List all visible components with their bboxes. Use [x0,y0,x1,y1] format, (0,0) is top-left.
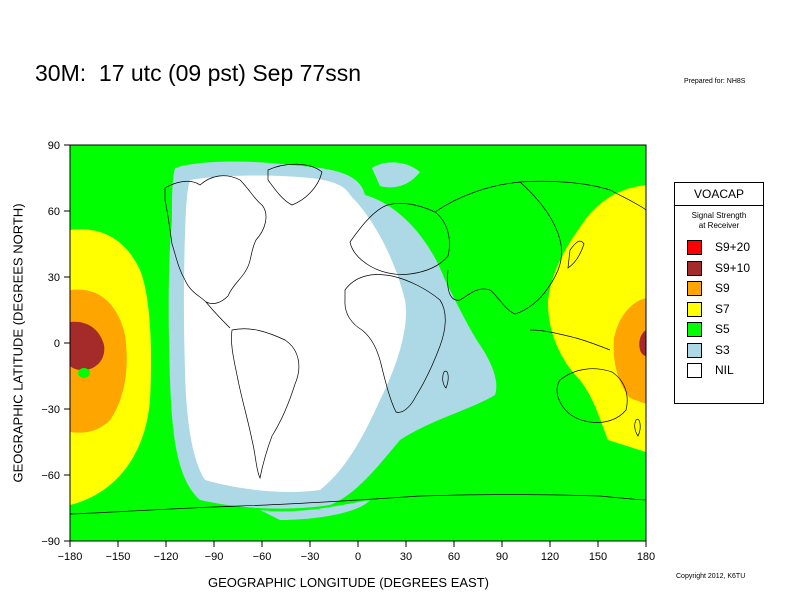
y-tick-label: 90 [48,140,60,152]
coastline-antarctica [69,494,647,515]
x-tick-label: −180 [58,551,83,563]
legend: VOACAP Signal Strength at Receiver S9+20… [674,182,764,404]
y-tick-label: 0 [54,338,60,350]
y-tick-labels: 90 60 30 0 −30 −60 −90 [41,140,60,548]
x-tick-label: 150 [589,551,607,563]
x-tick-labels: −180 −150 −120 −90 −60 −30 0 30 60 90 12… [58,551,656,563]
coastline-south-america [231,328,300,480]
legend-swatch [687,240,702,255]
coastline-greenland [267,163,323,206]
x-tick-label: 180 [637,551,655,563]
x-tick-label: −60 [253,551,272,563]
legend-title: VOACAP [675,183,763,206]
x-axis-label: GEOGRAPHIC LONGITUDE (DEGREES EAST) [208,575,489,590]
y-tick-label: −90 [41,536,60,548]
legend-swatch [687,281,702,296]
legend-subtitle: Signal Strength at Receiver [675,211,763,237]
map-title: 30M: 17 utc (09 pst) Sep 77ssn [35,60,362,86]
s9plus10-region-east-pacific [639,330,646,356]
y-tick-label: 60 [48,206,60,218]
prepared-for-note: Prepared for: NH8S [684,78,746,85]
coastline-japan [567,240,585,269]
coastline-north-america [164,175,267,304]
legend-label: NIL [715,363,734,377]
legend-item-s9plus10: S9+10 [675,258,763,279]
s3-region-arctic-north [372,162,420,188]
coastline-central-america [205,301,231,329]
x-tick-label: −150 [106,551,131,563]
legend-item-nil: NIL [675,360,763,381]
legend-label: S9+10 [715,260,751,275]
y-tick-label: −60 [41,470,60,482]
coastline-madagascar [442,370,449,389]
coastline-asia [434,180,647,315]
coastline-europe [349,203,450,275]
coverage-layers [70,145,646,541]
legend-item-s9plus20: S9+20 [675,237,763,258]
x-tick-label: 120 [541,551,559,563]
y-tick-label: 30 [48,272,60,284]
coastline-new-zealand [634,418,641,437]
legend-subtitle-line2: at Receiver [698,221,740,230]
x-tick-label: −90 [205,551,224,563]
legend-swatch [687,342,702,358]
y-axis-ticks [64,144,70,542]
legend-label: S9+20 [715,240,751,254]
coastline-indonesia [529,329,611,351]
legend-swatch [687,322,702,337]
coastlines [69,163,647,515]
s5-spot-pacific [78,368,90,378]
legend-item-s9: S9 [675,278,763,299]
copyright-note: Copyright 2012, K6TU [676,573,746,580]
x-tick-label: −30 [301,551,320,563]
legend-item-s7: S7 [675,299,763,320]
legend-label: S7 [715,301,730,316]
x-tick-label: 30 [400,551,412,563]
legend-swatch [687,260,702,276]
s3-region-southern-ocean [260,500,370,520]
legend-swatch [687,363,702,378]
legend-subtitle-line1: Signal Strength [691,211,747,220]
legend-item-s3: S3 [675,340,763,361]
x-tick-label: 0 [355,551,361,563]
legend-swatch [687,301,702,317]
nil-region [183,175,406,492]
x-tick-label: 60 [448,551,460,563]
s7-region-asia-pacific [547,185,646,452]
s9-region-east-pacific [613,298,646,404]
y-axis-label: GEOGRAPHIC LATITUDE (DEGREES NORTH) [10,203,26,483]
coastline-africa [344,274,446,413]
coastline-australia [556,368,628,423]
x-tick-label: 90 [496,551,508,563]
x-axis-ticks [69,541,647,547]
y-tick-label: −30 [41,404,60,416]
legend-label: S9 [715,281,730,295]
x-tick-label: −120 [154,551,179,563]
legend-label: S3 [715,342,730,357]
legend-item-s5: S5 [675,319,763,340]
s9plus10-region-west-pacific [70,321,105,371]
legend-label: S5 [715,322,730,336]
